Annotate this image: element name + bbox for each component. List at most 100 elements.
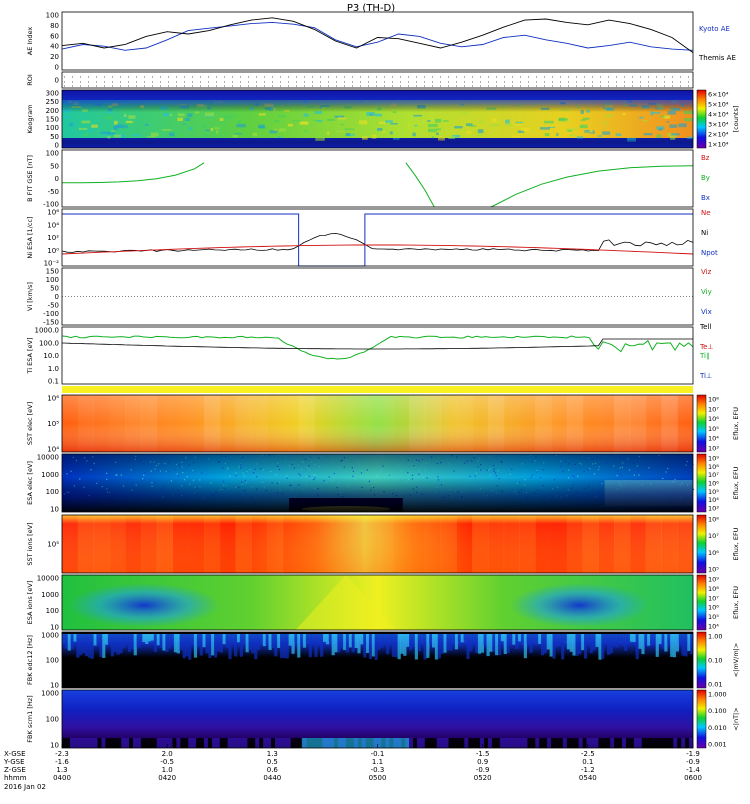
fbk-e-column — [70, 632, 74, 650]
panel-frame — [61, 71, 694, 89]
fbk-e-column — [300, 632, 304, 645]
ytick-label: 0 — [55, 77, 59, 85]
panel-esa_e: 10000 1000 100 10 ESA elec [eV] — [26, 454, 695, 514]
fbk-b-base — [125, 738, 130, 748]
fbk-e-column — [650, 632, 654, 647]
fbk-b-base — [255, 738, 260, 748]
fbk-b-base — [235, 738, 240, 748]
legend-label: Ni — [701, 229, 708, 237]
fbk-e-column — [84, 632, 89, 657]
xtick-label: 0520 — [474, 774, 492, 782]
fbk-e-column — [268, 632, 272, 650]
legend-label: Tell — [699, 323, 711, 331]
fbk-b-base — [535, 738, 540, 748]
fbk-e-column — [351, 632, 355, 653]
fbk-e-column — [165, 632, 169, 652]
fbk-e-column — [601, 632, 605, 659]
fbk-b-base — [558, 738, 564, 748]
xtick-label: -0.9 — [686, 758, 700, 766]
fbk-e-column — [678, 632, 682, 643]
fbk-b-base — [65, 738, 71, 748]
fbk-e-column — [489, 632, 493, 652]
fbk-b-base — [590, 738, 595, 748]
fbk-e-column — [452, 632, 456, 643]
fbk-e-column — [305, 632, 309, 642]
fbk-b-base — [689, 738, 694, 748]
ytick-label: 10⁰ — [47, 247, 59, 255]
fbk-e-top — [62, 632, 693, 634]
colorbar-tick-label: 10⁴ — [708, 435, 719, 443]
fbk-b-base — [275, 738, 280, 748]
fbk-b-base — [555, 738, 560, 748]
fbk-e-column — [615, 632, 619, 648]
fbk-e-column — [254, 632, 258, 660]
panel-frame — [61, 514, 694, 574]
fbk-e-column — [148, 632, 152, 642]
fbk-e-column — [632, 632, 636, 642]
ylabel: AE Index — [26, 27, 34, 56]
fbk-b-base — [81, 738, 86, 748]
fbk-e-column — [234, 632, 238, 657]
xtick-label: 0540 — [579, 774, 597, 782]
fbk-b-base — [192, 738, 197, 748]
fbk-e-column — [113, 632, 117, 653]
fbk-b-base — [184, 738, 189, 748]
fbk-b-base — [582, 738, 587, 748]
colorbar-fbk_b: 1.000 0.100 0.010 0.001 <|nT|> — [696, 689, 740, 749]
colorbar-tick-label: 4×10⁴ — [708, 111, 729, 119]
fbk-e-column — [291, 632, 295, 654]
ylabel: SST elec [eV] — [26, 402, 34, 445]
ne-line — [61, 244, 694, 255]
fbk-e-column — [363, 632, 367, 658]
ytick-label: -50 — [48, 188, 59, 196]
fbk-e-column — [495, 632, 499, 656]
fbk-e-column — [150, 632, 155, 641]
fbk-b-base — [468, 738, 473, 748]
fbk-b-base — [539, 738, 544, 748]
fbk-e-column — [457, 632, 461, 642]
fbk-e-column — [171, 632, 175, 644]
colorbar-gradient — [696, 631, 707, 689]
ytick-label: 10⁴ — [47, 446, 59, 454]
xtick-label: -0.1 — [371, 750, 385, 758]
ytick-label: 10 — [50, 742, 59, 750]
fbk-b-base — [570, 738, 575, 748]
ytick-label: 250 — [46, 98, 59, 106]
fbk-e-column — [136, 632, 140, 648]
legend-label: Bz — [701, 154, 710, 162]
fbk-e-column — [360, 632, 364, 645]
colorbar-tick-label: 2×10⁴ — [708, 131, 729, 139]
fbk-e-column — [541, 632, 545, 656]
fbk-e-column — [320, 632, 324, 657]
fbk-e-column — [242, 632, 246, 642]
fbk-b-base — [211, 738, 217, 748]
fbk-e-column — [271, 632, 275, 649]
fbk-e-column — [394, 632, 398, 658]
fbk-e-column — [102, 632, 106, 658]
fbk-b-base — [472, 738, 477, 748]
sst_i-shade — [62, 515, 693, 573]
fbk-e-column — [328, 632, 332, 642]
ylabel: Ti ESA [eV] — [26, 337, 34, 374]
fbk-b-base — [629, 738, 635, 748]
fbk-b-base — [487, 738, 493, 748]
fbk-b-base — [547, 738, 552, 748]
legend-label: Bx — [701, 194, 710, 202]
fbk-e-column — [529, 632, 533, 653]
ytick-label: 10000 — [37, 575, 59, 583]
fbk-e-column — [343, 632, 347, 651]
fbk-e-column — [607, 632, 611, 655]
fbk-e-column — [251, 632, 255, 654]
xaxis-row-label: X-GSE — [4, 750, 26, 758]
series-line — [490, 165, 694, 208]
fbk-e-column — [477, 632, 482, 654]
colorbar-gradient — [696, 574, 707, 631]
ytick-label: 0 — [55, 142, 59, 150]
colorbar-tick-label: 10⁸ — [708, 396, 719, 404]
fbk-e-column — [219, 632, 223, 653]
fbk-e-column — [572, 632, 576, 656]
fbk-b-base — [215, 738, 221, 748]
fbk-e-column — [483, 632, 487, 646]
fbk-e-column — [145, 632, 149, 644]
